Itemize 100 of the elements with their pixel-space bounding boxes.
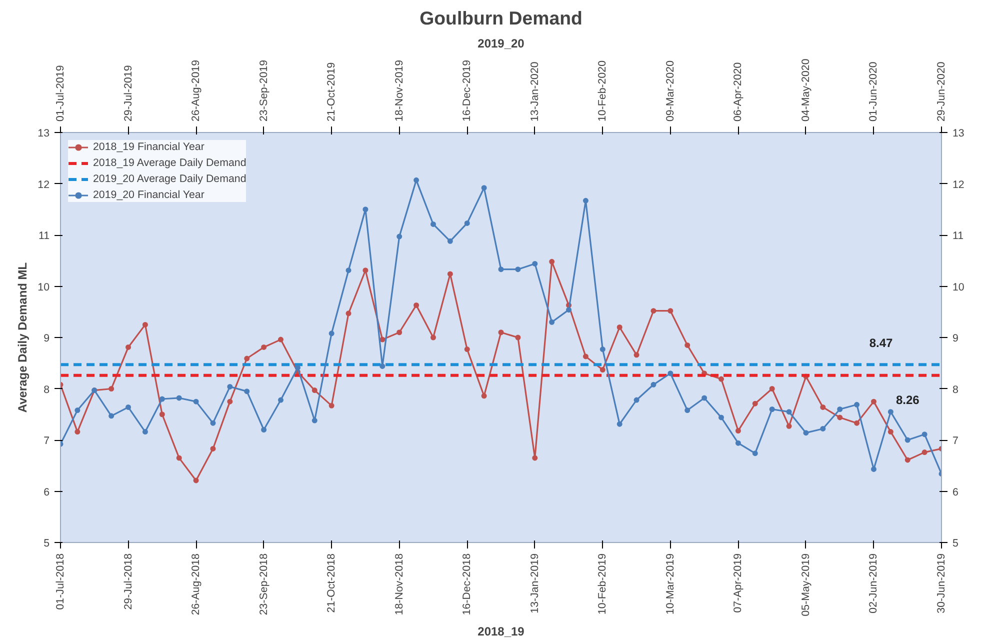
y-tick-label: 7 xyxy=(44,435,50,447)
point xyxy=(142,322,148,328)
annotation: 8.47 xyxy=(869,336,893,350)
point xyxy=(650,308,656,314)
point xyxy=(870,398,876,404)
x-tick-label: 30-Jun-2019 xyxy=(936,553,948,614)
point xyxy=(74,429,80,435)
annotation: 8.26 xyxy=(896,392,920,407)
y2-tick-label: 8 xyxy=(952,384,958,396)
point xyxy=(176,455,182,461)
x-tick-label: 29-Jul-2018 xyxy=(122,553,134,610)
x2-tick-label: 01-Jul-2019 xyxy=(54,65,66,122)
point xyxy=(126,344,132,350)
x2-tick-label: 26-Aug-2019 xyxy=(190,60,202,122)
y2-tick-label: 6 xyxy=(952,486,958,498)
point xyxy=(820,404,826,410)
x2-tick-label: 06-Apr-2020 xyxy=(732,62,744,122)
chart-title: Goulburn Demand xyxy=(420,8,582,28)
x-tick-label: 01-Jul-2018 xyxy=(54,553,66,610)
x-tick-label: 13-Jan-2019 xyxy=(528,553,541,614)
point xyxy=(668,308,674,314)
point xyxy=(616,324,622,330)
point xyxy=(549,258,555,264)
point xyxy=(396,330,402,336)
y-tick-label: 10 xyxy=(38,281,50,294)
point xyxy=(312,388,318,394)
point xyxy=(328,402,334,408)
x2-tick-label: 29-Jun-2020 xyxy=(936,62,948,122)
y2-tick-label: 9 xyxy=(952,332,958,344)
x-tick-label: 23-Sep-2018 xyxy=(258,553,270,616)
x-tick-label: 16-Dec-2018 xyxy=(461,553,474,616)
point xyxy=(278,336,284,342)
legend-label: 2019_20 Financial Year xyxy=(93,188,204,202)
point xyxy=(498,330,504,336)
y-tick-label: 8 xyxy=(44,384,50,396)
x2-tick-label: 21-Oct-2019 xyxy=(326,62,338,122)
point xyxy=(600,367,606,373)
point xyxy=(430,334,436,340)
point xyxy=(193,478,199,484)
y2-tick-label: 7 xyxy=(952,435,958,447)
point xyxy=(346,310,352,316)
point xyxy=(515,334,521,340)
point xyxy=(904,457,910,463)
point xyxy=(227,398,233,404)
point xyxy=(464,346,470,352)
point xyxy=(362,268,368,274)
point xyxy=(684,342,690,348)
point xyxy=(718,376,724,382)
legend-label: 2018_19 Financial Year xyxy=(93,140,204,154)
y2-tick-label: 13 xyxy=(952,128,964,140)
y-tick-label: 9 xyxy=(44,332,50,344)
point xyxy=(837,414,843,420)
y-tick-label: 12 xyxy=(38,178,50,191)
point xyxy=(769,386,775,392)
x-tick-label: 21-Oct-2018 xyxy=(326,553,338,613)
point xyxy=(735,428,741,434)
point xyxy=(582,354,588,360)
point xyxy=(634,352,640,358)
x2-tick-label: 04-May-2020 xyxy=(800,58,812,122)
x-axis-title: 2018_19 xyxy=(478,624,525,638)
point xyxy=(414,302,420,308)
x-tick-label: 02-Jun-2019 xyxy=(868,553,880,614)
point xyxy=(481,393,487,399)
x-tick-label: 18-Nov-2018 xyxy=(393,553,406,616)
point xyxy=(380,336,386,342)
x-tick-label: 10-Feb-2019 xyxy=(596,553,609,615)
x2-tick-label: 16-Dec-2019 xyxy=(461,60,474,122)
x2-tick-label: 13-Jan-2020 xyxy=(528,62,541,122)
point xyxy=(854,420,860,426)
point xyxy=(888,429,894,435)
point xyxy=(244,356,250,362)
point xyxy=(786,423,792,429)
y-tick-label: 11 xyxy=(38,230,50,242)
x2-axis-title: 2019_20 xyxy=(478,36,525,51)
y2-tick-label: 5 xyxy=(952,538,958,550)
legend-label: 2018_19 Average Daily Demand xyxy=(93,156,246,170)
x-tick-label: 05-May-2019 xyxy=(800,553,812,616)
point xyxy=(108,386,114,392)
point xyxy=(447,271,453,277)
x2-tick-label: 23-Sep-2019 xyxy=(258,60,270,122)
x2-tick-label: 29-Jul-2019 xyxy=(122,65,134,122)
point xyxy=(210,446,216,452)
point xyxy=(752,400,758,406)
y2-tick-label: 11 xyxy=(952,230,964,242)
y-axis-title: Average Daily Demand ML xyxy=(16,262,30,413)
point xyxy=(261,344,267,350)
y-tick-label: 6 xyxy=(44,486,50,498)
x2-tick-label: 01-Jun-2020 xyxy=(868,62,880,122)
x-tick-label: 10-Mar-2019 xyxy=(664,553,676,615)
y-tick-label: 13 xyxy=(38,128,50,140)
x2-tick-label: 09-Mar-2020 xyxy=(664,60,676,122)
x-tick-label: 26-Aug-2018 xyxy=(190,553,202,616)
x2-tick-label: 10-Feb-2020 xyxy=(596,60,609,122)
y2-tick-label: 12 xyxy=(952,178,964,191)
x2-tick-label: 18-Nov-2019 xyxy=(393,60,406,122)
point xyxy=(159,412,165,418)
y2-tick-label: 10 xyxy=(952,281,964,294)
point xyxy=(922,450,928,456)
y-tick-label: 5 xyxy=(44,538,50,550)
legend-label: 2019_20 Average Daily Demand xyxy=(93,172,246,186)
